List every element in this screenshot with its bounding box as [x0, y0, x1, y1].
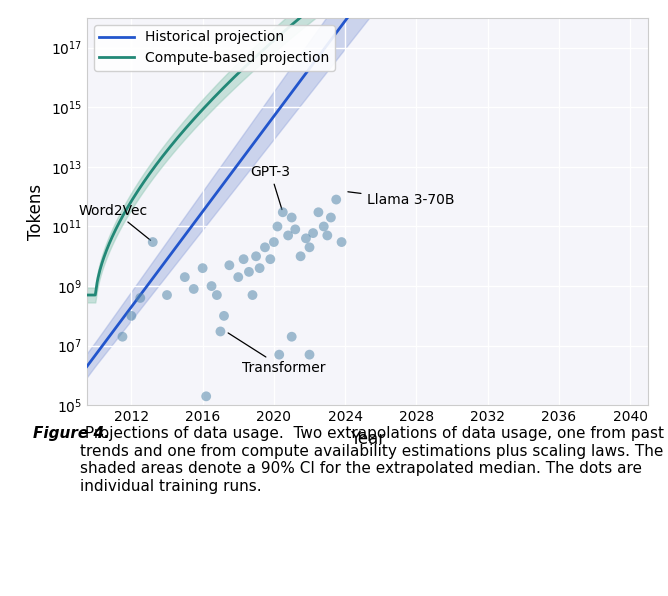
Point	[247, 290, 258, 300]
Text: Word2Vec: Word2Vec	[79, 203, 150, 240]
Point	[265, 254, 276, 264]
Point	[325, 213, 336, 222]
Point	[224, 260, 234, 270]
Point	[117, 332, 128, 342]
Point	[308, 228, 319, 238]
Point	[218, 311, 229, 321]
Point	[238, 254, 249, 264]
Point	[287, 332, 297, 342]
Point	[336, 237, 347, 247]
Text: Llama 3-70B: Llama 3-70B	[348, 192, 454, 207]
Point	[331, 195, 341, 204]
X-axis label: Year: Year	[350, 430, 385, 448]
Y-axis label: Tokens: Tokens	[27, 184, 45, 240]
Point	[269, 237, 279, 247]
Text: Projections of data usage.  Two extrapolations of data usage, one from past tren: Projections of data usage. Two extrapola…	[80, 427, 664, 493]
Point	[212, 290, 222, 300]
Point	[180, 272, 190, 282]
Point	[283, 231, 293, 240]
Legend: Historical projection, Compute-based projection: Historical projection, Compute-based pro…	[94, 25, 335, 71]
Text: GPT-3: GPT-3	[250, 164, 291, 210]
Text: Figure 4.: Figure 4.	[33, 427, 110, 442]
Point	[277, 207, 288, 217]
Point	[250, 252, 261, 261]
Point	[319, 222, 329, 231]
Point	[148, 237, 158, 247]
Point	[126, 311, 137, 321]
Point	[272, 222, 283, 231]
Point	[260, 243, 271, 252]
Text: Transformer: Transformer	[228, 333, 325, 375]
Point	[313, 207, 324, 217]
Point	[197, 263, 208, 273]
Point	[290, 225, 301, 234]
Point	[215, 327, 226, 336]
Point	[304, 350, 315, 359]
Point	[244, 267, 255, 277]
Point	[274, 350, 285, 359]
Point	[201, 392, 212, 401]
Point	[233, 272, 244, 282]
Point	[255, 263, 265, 273]
Point	[206, 281, 217, 291]
Point	[135, 293, 146, 303]
Point	[287, 213, 297, 222]
Point	[188, 284, 199, 294]
Point	[322, 231, 333, 240]
Point	[162, 290, 172, 300]
Point	[295, 252, 306, 261]
Point	[304, 243, 315, 252]
Point	[301, 234, 311, 243]
